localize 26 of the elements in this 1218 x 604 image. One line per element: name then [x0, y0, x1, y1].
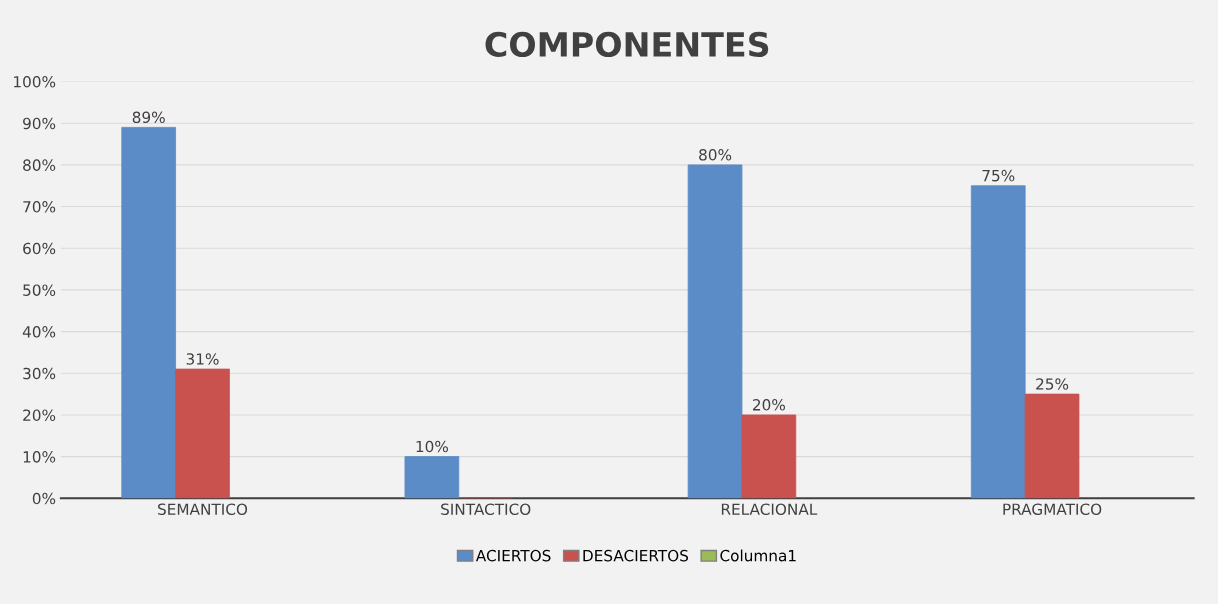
y-tick-label: 90% [23, 117, 56, 130]
x-tick-label: SEMANTICO [158, 503, 248, 515]
y-tick-label: 30% [23, 367, 56, 380]
y-tick-label: 60% [23, 242, 56, 255]
data-label: 20% [753, 399, 785, 411]
y-tick-label: 70% [23, 201, 56, 213]
data-label: 89% [132, 111, 165, 124]
y-tick-label: 10% [23, 451, 56, 463]
legend-label: ACIERTOS [475, 549, 551, 562]
data-label: 80% [699, 148, 732, 161]
data-label: 10% [416, 440, 449, 453]
chart-title: COMPONENTES [485, 31, 769, 58]
y-tick-label: 0% [32, 492, 56, 505]
x-tick-label: PRAGMATICO [1003, 503, 1102, 515]
y-tick-label: 50% [23, 284, 56, 296]
x-tick-label: RELACIONAL [721, 503, 818, 515]
y-tick-label: 100% [14, 76, 56, 88]
data-label: 31% [186, 353, 219, 365]
y-tick-label: 40% [22, 326, 56, 338]
y-tick-label: 80% [23, 159, 56, 171]
legend-label: DESACIERTOS [583, 549, 689, 562]
y-tick-label: 20% [23, 409, 56, 421]
data-label: 25% [1036, 378, 1069, 390]
legend-label: Columna1 [720, 549, 796, 562]
x-tick-label: SINTACTICO [441, 503, 531, 515]
data-label: 75% [982, 169, 1015, 182]
